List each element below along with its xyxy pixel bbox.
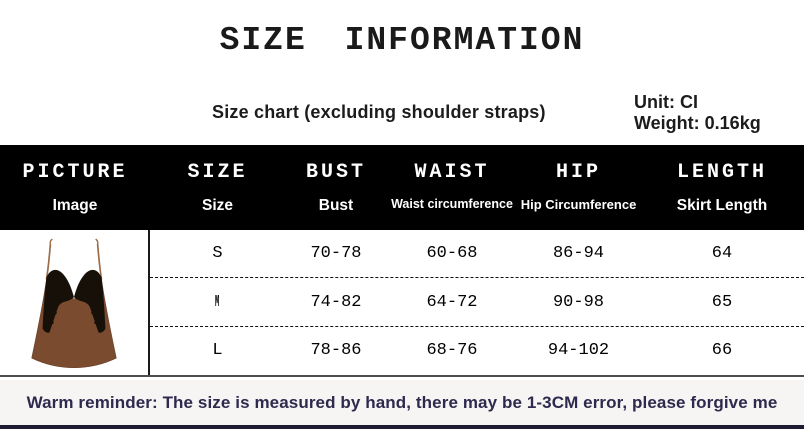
length-value: 66: [711, 341, 733, 361]
column-header-secondary: Hip Circumference: [520, 196, 637, 212]
column-header-hip: HIP Hip Circumference: [517, 145, 640, 230]
column-header-secondary: Size: [201, 196, 233, 214]
column-header-secondary: Image: [52, 196, 98, 214]
size-table: PICTURE Image SIZE Size BUST Bust WAIST …: [0, 145, 804, 377]
column-header-secondary: Bust: [318, 196, 354, 214]
length-value: 65: [711, 292, 733, 312]
hip-value: 90-98: [552, 292, 604, 312]
column-header-primary: LENGTH: [676, 161, 767, 184]
column-header-waist: WAIST Waist circumference: [387, 145, 517, 230]
column-header-secondary: Skirt Length: [676, 196, 768, 214]
length-value: 64: [711, 244, 733, 264]
column-header-length: LENGTH Skirt Length: [640, 145, 804, 230]
waist-value: 64-72: [426, 292, 478, 312]
size-value: L: [212, 341, 223, 361]
column-header-primary: BUST: [305, 161, 366, 184]
hip-value: 94-102: [547, 341, 610, 361]
column-header-primary: SIZE: [187, 161, 248, 184]
bust-value: 74-82: [310, 292, 362, 312]
column-header-primary: WAIST: [414, 161, 490, 184]
column-header-primary: HIP: [555, 161, 601, 184]
unit-label: Unit: CI: [634, 92, 698, 112]
size-rows: S 70-78 60-68 86-94 64 M 74-82 64-72 90-…: [150, 230, 804, 375]
column-header-primary: PICTURE: [22, 161, 128, 184]
waist-value: 68-76: [426, 341, 478, 361]
size-value: M: [215, 292, 220, 312]
bust-value: 78-86: [310, 341, 362, 361]
hip-value: 86-94: [552, 244, 604, 264]
weight-label: Weight: 0.16kg: [634, 113, 761, 133]
waist-value: 60-68: [426, 244, 478, 264]
table-header-row: PICTURE Image SIZE Size BUST Bust WAIST …: [0, 145, 804, 230]
product-dress-image: [31, 238, 117, 368]
product-image-cell: [0, 230, 150, 375]
column-header-bust: BUST Bust: [285, 145, 387, 230]
size-chart-subtitle: Size chart (excluding shoulder straps): [212, 102, 546, 122]
column-header-picture: PICTURE Image: [0, 145, 150, 230]
table-body: S 70-78 60-68 86-94 64 M 74-82 64-72 90-…: [0, 230, 804, 377]
table-row-size-l: L 78-86 68-76 94-102 66: [150, 327, 804, 375]
size-value: S: [212, 244, 223, 264]
column-header-secondary: Waist circumference: [391, 196, 513, 211]
page-title: SIZE INFORMATION: [219, 22, 585, 59]
bust-value: 70-78: [310, 244, 362, 264]
table-row-size-m: M 74-82 64-72 90-98 65: [150, 278, 804, 327]
column-header-size: SIZE Size: [150, 145, 285, 230]
warm-reminder-bar: Warm reminder: The size is measured by h…: [0, 380, 804, 429]
table-row-size-s: S 70-78 60-68 86-94 64: [150, 230, 804, 279]
unit-weight-block: Unit: CI Weight: 0.16kg: [634, 92, 761, 134]
warm-reminder-text: Warm reminder: The size is measured by h…: [26, 392, 778, 412]
